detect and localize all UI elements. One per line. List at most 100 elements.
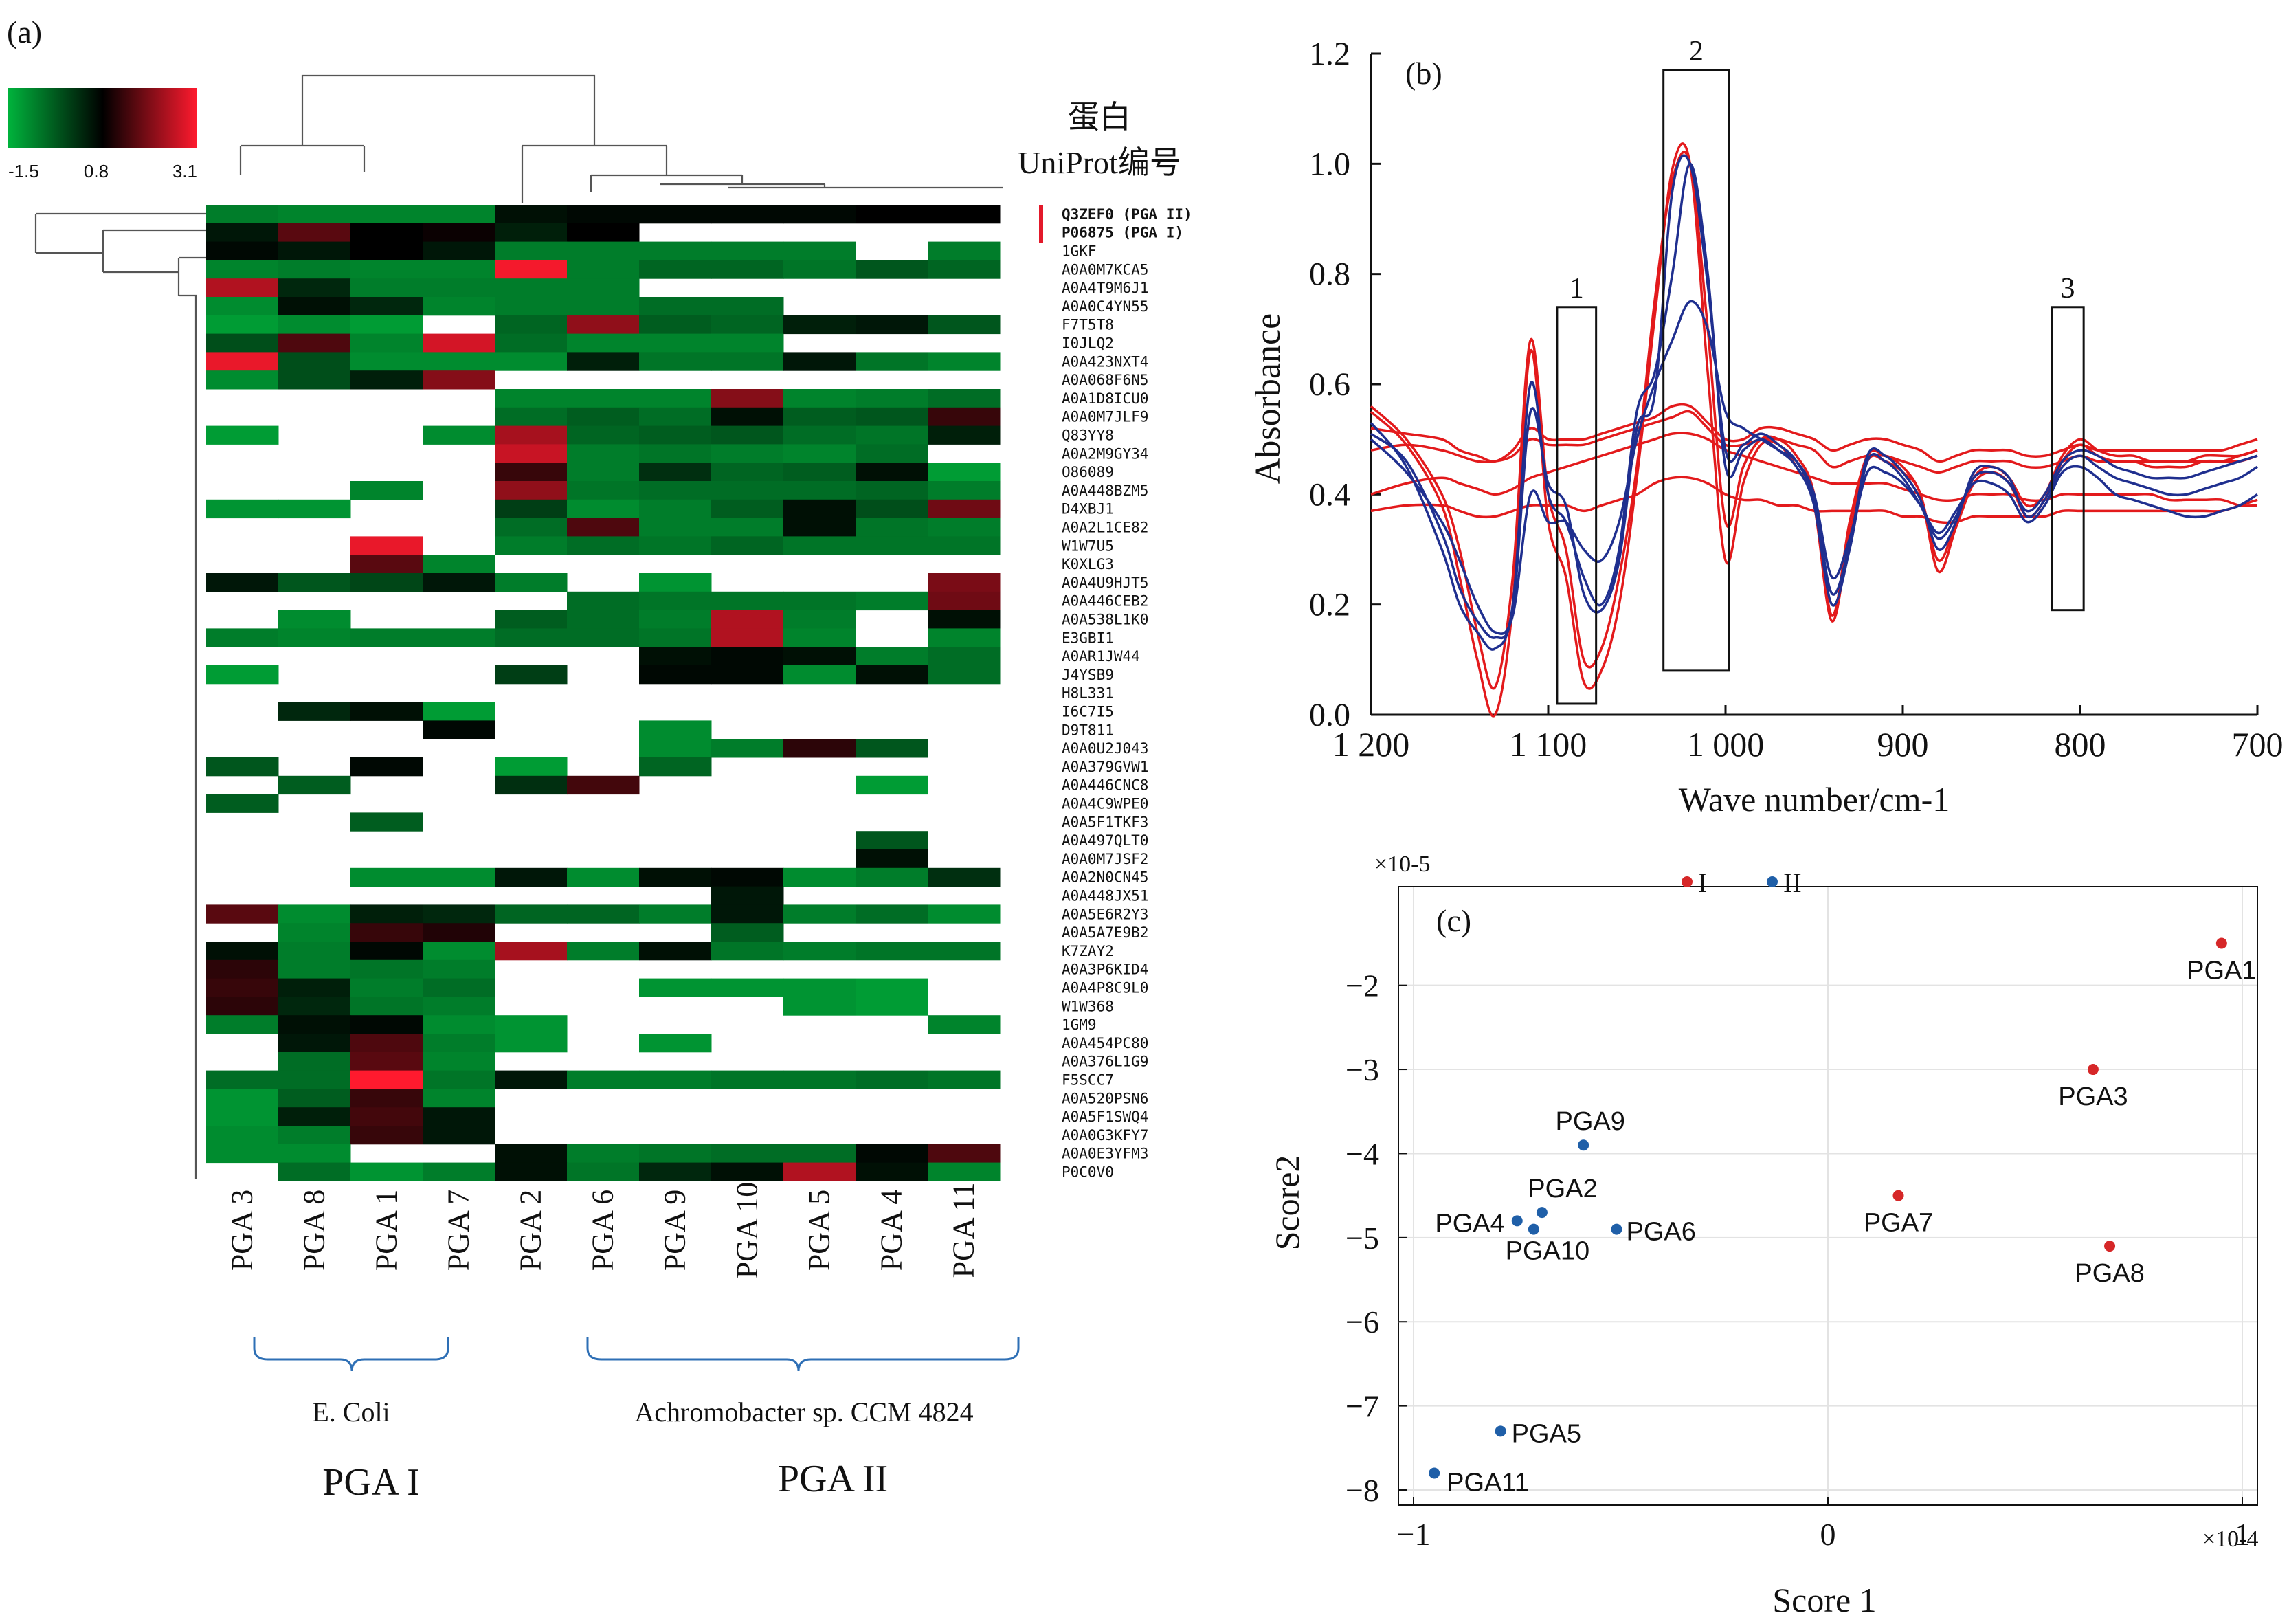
heatmap-cell: [206, 978, 279, 997]
heatmap-cell: [711, 591, 784, 611]
heatmap-cell: [856, 205, 928, 224]
heatmap-cell: [639, 241, 712, 260]
heatmap-cell: [350, 757, 423, 777]
heatmap-cell: [711, 1144, 784, 1164]
heatmap-cell: [928, 610, 1001, 629]
heatmap-cell: [783, 665, 856, 685]
spectra-y-tick-label: 0.4: [1309, 476, 1350, 513]
heatmap-cell: [783, 739, 856, 758]
heatmap-row-label: P06875 (PGA I): [1062, 225, 1183, 241]
heatmap-cell: [350, 205, 423, 224]
heatmap-cell: [423, 1015, 495, 1034]
heatmap-cell: [783, 536, 856, 555]
pca-legend-label: I: [1698, 867, 1707, 898]
panel-b-label: (b): [1405, 56, 1442, 91]
heatmap-cell: [567, 942, 640, 961]
heatmap-cell: [495, 223, 568, 243]
heatmap-cell: [423, 333, 495, 353]
heatmap-cell: [495, 904, 568, 924]
heatmap-cell: [928, 499, 1001, 519]
heatmap-row-label: O86089: [1062, 464, 1114, 480]
heatmap-cell: [639, 942, 712, 961]
heatmap-cell: [495, 463, 568, 482]
heatmap-cell: [206, 223, 279, 243]
heatmap-cell: [928, 942, 1001, 961]
heatmap-row-label: A0A0E3YFM3: [1062, 1146, 1148, 1162]
heatmap-row-label: A0A379GVW1: [1062, 759, 1148, 775]
heatmap-cell: [206, 1089, 279, 1108]
heatmap-cell: [639, 720, 712, 739]
heatmap-cell: [423, 425, 495, 445]
group-label-achromobacter: Achromobacter sp. CCM 4824: [634, 1397, 973, 1427]
heatmap-cell: [206, 241, 279, 260]
pca-x-scale-label: ×10-4: [2202, 1526, 2259, 1552]
heatmap-cell: [567, 223, 640, 243]
heatmap-cell: [639, 536, 712, 555]
heatmap-cell: [711, 904, 784, 924]
heatmap-cell: [278, 942, 351, 961]
heatmap-cell: [928, 463, 1001, 482]
heatmap-cell: [711, 407, 784, 427]
heatmap-cell: [567, 315, 640, 335]
heatmap-column-label: PGA 6: [586, 1190, 620, 1271]
heatmap-cell: [567, 518, 640, 537]
heatmap-cell: [495, 205, 568, 224]
heatmap-cell: [278, 628, 351, 647]
panel-a-heatmap: (a) -1.5 0.8 3.1 蛋白 UniProt编号: [7, 14, 1192, 1504]
heatmap-cell: [350, 997, 423, 1016]
heatmap-cell: [350, 1162, 423, 1181]
heatmap-cell: [639, 481, 712, 500]
heatmap-cell: [278, 315, 351, 335]
spectrum-line-group-ii: [1370, 162, 2258, 651]
heatmap-cell: [495, 499, 568, 519]
heatmap-column-label: PGA 11: [947, 1183, 981, 1278]
pca-point-label: PGA3: [2058, 1082, 2128, 1111]
spectrum-line-group-ii: [1370, 154, 2258, 640]
heatmap-cell: [856, 536, 928, 555]
heatmap-cell: [711, 518, 784, 537]
heatmap-cell: [495, 665, 568, 685]
heatmap-cell: [495, 333, 568, 353]
heatmap-column-label: PGA 4: [875, 1190, 908, 1271]
heatmap-cell: [928, 518, 1001, 537]
heatmap-cell: [206, 370, 279, 390]
spectrum-line-group-i: [1370, 403, 2258, 463]
heatmap-cell: [206, 1015, 279, 1034]
heatmap-cell: [350, 1107, 423, 1126]
heatmap-cell: [856, 775, 928, 795]
spectra-y-tick-label: 1.0: [1309, 146, 1350, 182]
pca-y-scale-label: ×10-5: [1374, 852, 1431, 877]
pca-x-tick-label: 0: [1820, 1517, 1836, 1552]
heatmap-cell: [783, 389, 856, 408]
heatmap-row-label: A0A4C9WPE0: [1062, 796, 1148, 812]
heatmap-cell: [639, 463, 712, 482]
heatmap-cell: [567, 278, 640, 298]
pca-grid: [1398, 887, 2257, 1505]
heatmap-cell: [206, 425, 279, 445]
spectra-x-tick-label: 800: [2055, 725, 2106, 764]
pca-y-tick-label: −4: [1346, 1136, 1379, 1171]
heatmap-cell: [278, 205, 351, 224]
pca-point-label: PGA10: [1506, 1237, 1590, 1266]
heatmap-cell: [350, 959, 423, 979]
heatmap-cell: [783, 425, 856, 445]
heatmap-row-label: F5SCC7: [1062, 1072, 1114, 1089]
heatmap-row-label: W1W368: [1062, 998, 1114, 1014]
heatmap-cell: [639, 407, 712, 427]
heatmap-cell: [206, 205, 279, 224]
heatmap-row-label: A0A5F1SWQ4: [1062, 1109, 1148, 1125]
heatmap-row-label: A0A068F6N5: [1062, 372, 1148, 388]
heatmap-cell: [206, 1070, 279, 1089]
highlight-marker: [1039, 205, 1043, 243]
heatmap-cell: [278, 352, 351, 371]
heatmap-cell: [928, 407, 1001, 427]
heatmap-row-label: A0A448BZM5: [1062, 482, 1148, 499]
heatmap-row-label: H8L331: [1062, 685, 1114, 702]
heatmap-cell: [278, 241, 351, 260]
heatmap-cell: [783, 591, 856, 611]
heatmap-cell: [567, 628, 640, 647]
heatmap-cell: [783, 499, 856, 519]
pca-point: [1429, 1467, 1440, 1479]
spectrum-line-group-i: [1370, 476, 2258, 524]
heatmap-cell: [856, 352, 928, 371]
